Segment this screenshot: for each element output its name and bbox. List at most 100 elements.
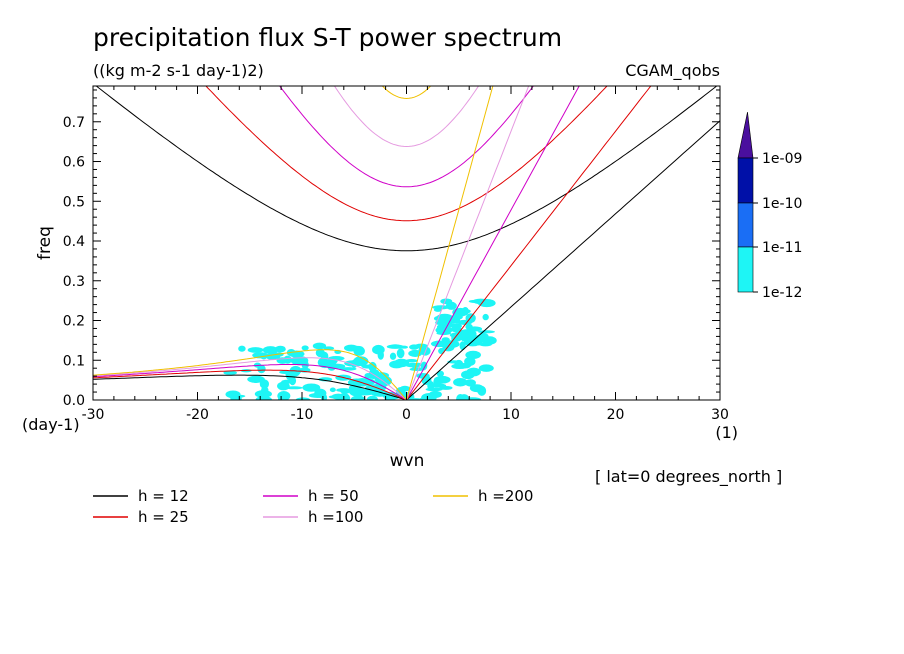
power-blob <box>372 344 385 355</box>
power-blob <box>463 397 482 400</box>
power-blob <box>254 390 272 398</box>
power-blob <box>465 323 473 330</box>
power-blob <box>302 383 321 392</box>
legend-label: h =100 <box>308 508 363 526</box>
x-tick-label: -10 <box>291 407 314 423</box>
x-tick-label: 0 <box>402 407 411 423</box>
rossby-wave-curve <box>93 357 407 400</box>
power-blob <box>396 348 405 359</box>
power-blob <box>433 307 443 312</box>
power-blob <box>247 347 264 353</box>
power-blob <box>295 397 311 400</box>
power-blob <box>347 378 366 387</box>
power-blob <box>238 345 246 352</box>
kelvin-wave-curve <box>406 86 652 400</box>
chart-subtitle: ((kg m-2 s-1 day-1)2) <box>93 61 264 80</box>
power-blob <box>277 381 290 391</box>
power-blob <box>454 359 464 369</box>
legend-label: h = 12 <box>138 487 189 505</box>
power-blob <box>482 313 489 321</box>
colorbar-segment <box>737 246 754 293</box>
y-tick-label: 0.2 <box>63 314 85 330</box>
chart-title: precipitation flux S-T power spectrum <box>93 23 562 52</box>
power-blob <box>439 385 453 390</box>
power-blob <box>329 387 336 393</box>
power-blob <box>478 364 494 372</box>
y-tick-labels: 0.0 0.1 0.2 0.3 0.4 0.5 0.6 0.7 <box>63 115 85 409</box>
legend-label: h = 50 <box>308 487 359 505</box>
x-axis-label: wvn <box>390 451 425 471</box>
power-blob <box>467 331 476 336</box>
y-tick-label: 0.6 <box>63 155 85 171</box>
y-tick-label: 0.5 <box>63 194 85 210</box>
rossby-wave-curve <box>93 349 407 400</box>
power-blob <box>393 358 410 368</box>
power-blob <box>312 342 327 350</box>
y-tick-label: 0.7 <box>63 115 85 131</box>
power-blob <box>419 396 433 400</box>
power-blob <box>440 298 453 305</box>
power-blob <box>436 313 453 321</box>
power-blob <box>478 332 489 340</box>
power-blob <box>339 367 357 371</box>
latitude-annotation: [ lat=0 degrees_north ] <box>595 467 782 487</box>
x-tick-label: -30 <box>82 407 105 423</box>
power-blob <box>461 306 469 316</box>
gravity-wave-curve <box>95 86 718 252</box>
power-blob <box>399 385 410 392</box>
power-blob <box>465 350 481 360</box>
power-blob <box>336 388 352 393</box>
power-blob <box>429 390 442 399</box>
power-blob <box>225 390 241 399</box>
power-blob <box>370 390 389 397</box>
power-blob <box>223 370 237 375</box>
power-blob <box>274 345 286 353</box>
power-blob <box>464 379 476 387</box>
dataset-label: CGAM_qobs <box>625 61 720 81</box>
power-blob <box>462 337 476 342</box>
power-blob <box>355 391 373 396</box>
rossby-wave-curve <box>93 364 407 400</box>
power-blob <box>438 347 445 355</box>
y-tick-label: 0.0 <box>63 393 85 409</box>
colorbar-label: 1e-12 <box>762 285 802 301</box>
kelvin-wave-curve <box>406 86 580 400</box>
kelvin-wave-curve <box>406 86 530 400</box>
x-tick-label: 20 <box>607 407 625 423</box>
power-blob <box>320 351 329 361</box>
colorbar-label: 1e-09 <box>762 151 802 167</box>
gravity-wave-curve <box>279 86 534 188</box>
x-tick-label: 10 <box>502 407 520 423</box>
colorbar-label: 1e-10 <box>762 196 802 212</box>
x-units: (1) <box>715 423 738 442</box>
power-blob <box>262 346 279 355</box>
y-units: (day-1) <box>22 415 80 434</box>
power-blob <box>277 395 288 400</box>
power-blob <box>405 358 418 363</box>
gravity-wave-curve <box>381 86 432 100</box>
power-heatmap <box>223 298 497 400</box>
dispersion-curves <box>93 86 720 400</box>
legend-label: h =200 <box>478 487 533 505</box>
colorbar-arrow <box>737 111 754 159</box>
axis-ticks <box>92 86 721 401</box>
colorbar: 1e-09 1e-10 1e-11 1e-12 <box>737 111 802 301</box>
rossby-wave-curve <box>93 369 407 400</box>
legend-label: h = 25 <box>138 508 189 526</box>
x-tick-label: 30 <box>711 407 729 423</box>
x-tick-label: -20 <box>186 407 209 423</box>
power-blob <box>477 330 496 334</box>
power-blob <box>323 346 335 351</box>
power-blob <box>281 379 295 384</box>
power-blob <box>285 386 303 390</box>
power-blob <box>289 366 301 377</box>
power-blob <box>453 377 468 387</box>
power-blob <box>456 394 465 400</box>
gravity-wave-curve <box>205 86 608 222</box>
colorbar-label: 1e-11 <box>762 240 802 256</box>
rossby-wave-curve <box>93 374 407 400</box>
colorbar-segment <box>737 157 754 204</box>
power-blob <box>389 352 397 360</box>
power-blob <box>366 395 378 400</box>
